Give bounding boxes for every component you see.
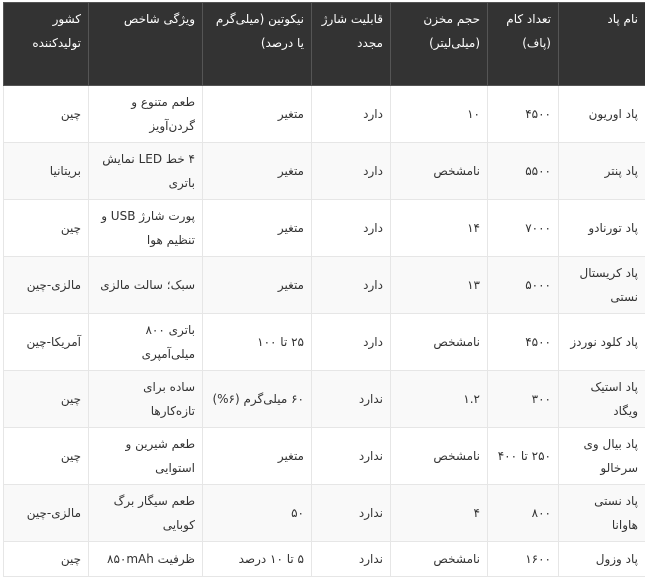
cell-tank-volume: نامشخص	[390, 313, 488, 371]
cell-tank-volume: ۱۳	[390, 256, 488, 314]
cell-pod-name: پاد نستی هاوانا	[558, 484, 645, 542]
cell-rechargeable: دارد	[311, 313, 391, 371]
cell-pod-name: پاد کریستال نستی	[558, 256, 645, 314]
cell-puff-count: ۴۵۰۰	[487, 85, 559, 143]
cell-rechargeable: ندارد	[311, 370, 391, 428]
cell-pod-name: پاد وزول	[558, 541, 645, 577]
cell-rechargeable: ندارد	[311, 427, 391, 485]
header-pod-name: نام پاد	[558, 2, 645, 86]
cell-country: آمریکا-چین	[3, 313, 89, 371]
cell-pod-name: پاد اوریون	[558, 85, 645, 143]
cell-tank-volume: ۱.۲	[390, 370, 488, 428]
header-country: کشور تولیدکننده	[3, 2, 89, 86]
cell-puff-count: ۵۵۰۰	[487, 142, 559, 200]
cell-key-feature: پورت شارژ USB و تنظیم هوا	[88, 199, 203, 257]
table-row: پاد کریستال نستی ۵۰۰۰ ۱۳ دارد متغیر سبک؛ سالت…	[3, 256, 645, 314]
cell-nicotine: ۲۵ تا ۱۰۰	[202, 313, 312, 371]
cell-pod-name: پاد استیک ویگاد	[558, 370, 645, 428]
cell-country: چین	[3, 199, 89, 257]
cell-puff-count: ۷۰۰۰	[487, 199, 559, 257]
cell-key-feature: ظرفیت ۸۵۰mAh	[88, 541, 203, 577]
header-row: نام پاد تعداد کام (پاف) حجم مخزن (میلی‌لیت…	[3, 2, 645, 86]
cell-tank-volume: نامشخص	[390, 427, 488, 485]
cell-pod-name: پاد بیال وی سرخالو	[558, 427, 645, 485]
cell-country: مالزی-چین	[3, 256, 89, 314]
cell-key-feature: طعم شیرین و استوایی	[88, 427, 203, 485]
cell-puff-count: ۲۵۰ تا ۴۰۰	[487, 427, 559, 485]
cell-key-feature: ساده برای تازه‌کارها	[88, 370, 203, 428]
cell-puff-count: ۸۰۰	[487, 484, 559, 542]
cell-tank-volume: نامشخص	[390, 541, 488, 577]
table-header: نام پاد تعداد کام (پاف) حجم مخزن (میلی‌لیت…	[3, 2, 645, 86]
cell-rechargeable: ندارد	[311, 484, 391, 542]
cell-nicotine: متغیر	[202, 199, 312, 257]
cell-puff-count: ۴۵۰۰	[487, 313, 559, 371]
cell-pod-name: پاد کلود نوردز	[558, 313, 645, 371]
table-row: پاد استیک ویگاد ۳۰۰ ۱.۲ ندارد ۶۰ میلی‌گرم (۶…	[3, 370, 645, 428]
table-row: پاد تورنادو ۷۰۰۰ ۱۴ دارد متغیر پورت شارژ USB …	[3, 199, 645, 257]
cell-rechargeable: دارد	[311, 85, 391, 143]
table-row: پاد پنتر ۵۵۰۰ نامشخص دارد متغیر ۴ خط LED نمای…	[3, 142, 645, 200]
cell-country: بریتانیا	[3, 142, 89, 200]
cell-key-feature: ۴ خط LED نمایش باتری	[88, 142, 203, 200]
header-nicotine: نیکوتین (میلی‌گرم یا درصد)	[202, 2, 312, 86]
cell-rechargeable: دارد	[311, 199, 391, 257]
cell-nicotine: متغیر	[202, 142, 312, 200]
cell-nicotine: متغیر	[202, 85, 312, 143]
cell-key-feature: طعم متنوع و گردن‌آویز	[88, 85, 203, 143]
cell-nicotine: ۵۰	[202, 484, 312, 542]
cell-tank-volume: ۴	[390, 484, 488, 542]
cell-key-feature: سبک؛ سالت مالزی	[88, 256, 203, 314]
table-row: پاد اوریون ۴۵۰۰ ۱۰ دارد متغیر طعم متنوع و گرد…	[3, 85, 645, 143]
cell-tank-volume: ۱۴	[390, 199, 488, 257]
cell-country: چین	[3, 370, 89, 428]
header-rechargeable: قابلیت شارژ مجدد	[311, 2, 391, 86]
cell-country: چین	[3, 541, 89, 577]
cell-key-feature: باتری ۸۰۰ میلی‌آمپری	[88, 313, 203, 371]
header-key-feature: ویژگی شاخص	[88, 2, 203, 86]
table-body: پاد اوریون ۴۵۰۰ ۱۰ دارد متغیر طعم متنوع و گرد…	[3, 85, 645, 577]
table-row: پاد نستی هاوانا ۸۰۰ ۴ ندارد ۵۰ طعم سیگار برگ …	[3, 484, 645, 542]
cell-puff-count: ۵۰۰۰	[487, 256, 559, 314]
cell-puff-count: ۳۰۰	[487, 370, 559, 428]
cell-pod-name: پاد تورنادو	[558, 199, 645, 257]
cell-rechargeable: دارد	[311, 256, 391, 314]
cell-nicotine: متغیر	[202, 427, 312, 485]
cell-nicotine: ۵ تا ۱۰ درصد	[202, 541, 312, 577]
cell-nicotine: متغیر	[202, 256, 312, 314]
header-puff-count: تعداد کام (پاف)	[487, 2, 559, 86]
cell-puff-count: ۱۶۰۰	[487, 541, 559, 577]
table-row: پاد کلود نوردز ۴۵۰۰ نامشخص دارد ۲۵ تا ۱۰۰ بات…	[3, 313, 645, 371]
header-tank-volume: حجم مخزن (میلی‌لیتر)	[390, 2, 488, 86]
cell-rechargeable: دارد	[311, 142, 391, 200]
pod-comparison-table: نام پاد تعداد کام (پاف) حجم مخزن (میلی‌لیت…	[3, 2, 645, 577]
cell-pod-name: پاد پنتر	[558, 142, 645, 200]
table-row: پاد بیال وی سرخالو ۲۵۰ تا ۴۰۰ نامشخص ندارد م…	[3, 427, 645, 485]
cell-tank-volume: ۱۰	[390, 85, 488, 143]
cell-nicotine: ۶۰ میلی‌گرم (۶%)	[202, 370, 312, 428]
cell-key-feature: طعم سیگار برگ کوبایی	[88, 484, 203, 542]
cell-tank-volume: نامشخص	[390, 142, 488, 200]
cell-country: مالزی-چین	[3, 484, 89, 542]
cell-rechargeable: ندارد	[311, 541, 391, 577]
cell-country: چین	[3, 85, 89, 143]
cell-country: چین	[3, 427, 89, 485]
table-row: پاد وزول ۱۶۰۰ نامشخص ندارد ۵ تا ۱۰ درصد ظرفیت…	[3, 541, 645, 577]
